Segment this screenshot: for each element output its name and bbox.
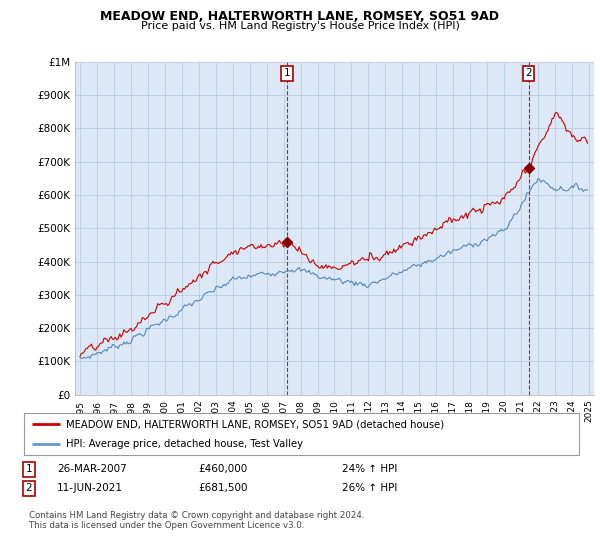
Text: £460,000: £460,000 bbox=[198, 464, 247, 474]
Text: £681,500: £681,500 bbox=[198, 483, 248, 493]
Text: Price paid vs. HM Land Registry's House Price Index (HPI): Price paid vs. HM Land Registry's House … bbox=[140, 21, 460, 31]
Text: MEADOW END, HALTERWORTH LANE, ROMSEY, SO51 9AD: MEADOW END, HALTERWORTH LANE, ROMSEY, SO… bbox=[101, 10, 499, 23]
Text: HPI: Average price, detached house, Test Valley: HPI: Average price, detached house, Test… bbox=[65, 439, 302, 449]
Text: Contains HM Land Registry data © Crown copyright and database right 2024.
This d: Contains HM Land Registry data © Crown c… bbox=[29, 511, 364, 530]
Text: 26% ↑ HPI: 26% ↑ HPI bbox=[342, 483, 397, 493]
Text: 2: 2 bbox=[525, 68, 532, 78]
Text: 11-JUN-2021: 11-JUN-2021 bbox=[57, 483, 123, 493]
Text: 26-MAR-2007: 26-MAR-2007 bbox=[57, 464, 127, 474]
Text: 24% ↑ HPI: 24% ↑ HPI bbox=[342, 464, 397, 474]
Text: 1: 1 bbox=[284, 68, 290, 78]
Text: 1: 1 bbox=[25, 464, 32, 474]
Text: MEADOW END, HALTERWORTH LANE, ROMSEY, SO51 9AD (detached house): MEADOW END, HALTERWORTH LANE, ROMSEY, SO… bbox=[65, 419, 444, 429]
Text: 2: 2 bbox=[25, 483, 32, 493]
